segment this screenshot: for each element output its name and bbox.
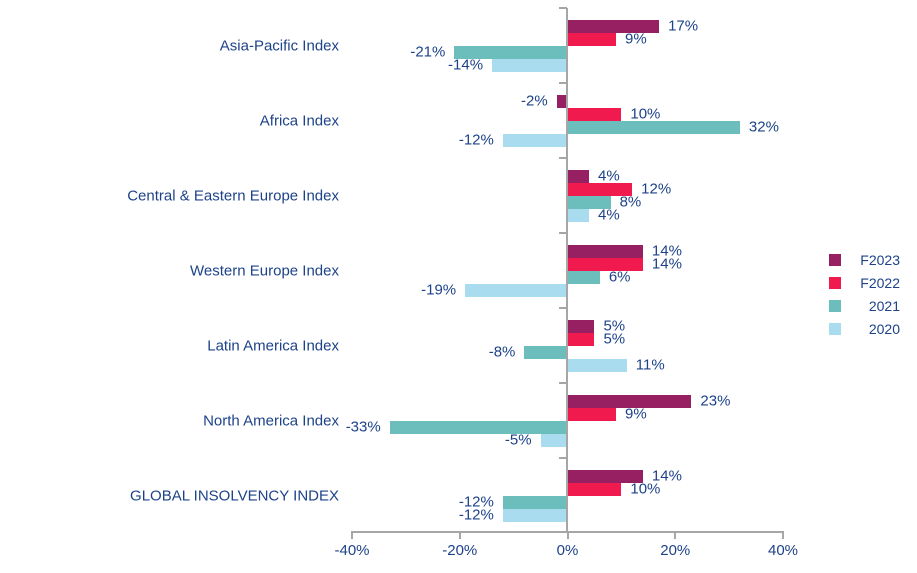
bar-value-label: 12%: [641, 180, 672, 198]
bar-value-label: 6%: [608, 268, 631, 286]
zero-axis-tick: [559, 157, 567, 159]
bar-value-label: 14%: [651, 467, 682, 485]
bar-value-label: -2%: [521, 92, 548, 110]
bar-2021-1: [567, 120, 740, 134]
bar-F2023-4: [567, 319, 595, 333]
category-label: Asia-Pacific Index: [219, 37, 339, 54]
x-axis-tick-label: -20%: [442, 542, 478, 559]
x-axis-tick-label: 0%: [556, 542, 579, 559]
bar-2021-2: [567, 195, 611, 209]
legend-item-2020: 2020: [829, 317, 900, 340]
legend-label: 2020: [868, 320, 900, 337]
bar-value-label: 10%: [630, 480, 661, 498]
bar-value-label: 10%: [630, 105, 661, 123]
bar-value-label: 23%: [700, 392, 731, 410]
legend-label: F2022: [860, 274, 900, 291]
bar-value-label: 32%: [748, 118, 779, 136]
bar-2020-1: [502, 133, 568, 147]
legend-label: F2023: [860, 251, 900, 268]
bar-2021-5: [389, 420, 568, 434]
bar-2021-4: [524, 345, 568, 359]
bar-2020-3: [465, 283, 568, 297]
bar-F2022-5: [567, 407, 616, 421]
legend-swatch-F2022: [829, 276, 841, 289]
legend-item-2021: 2021: [829, 294, 900, 317]
bar-2020-6: [502, 508, 568, 522]
zero-axis-line: [566, 8, 568, 531]
zero-axis-tick: [559, 382, 567, 384]
bar-value-label: 8%: [619, 193, 642, 211]
bar-value-label: 14%: [651, 255, 682, 273]
zero-axis-tick: [559, 232, 567, 234]
x-axis-tick: [458, 531, 461, 539]
bar-value-label: -12%: [458, 131, 494, 149]
bar-2021-3: [567, 270, 600, 284]
bar-value-label: -19%: [421, 281, 457, 299]
bar-F2022-6: [567, 482, 622, 496]
bar-value-label: 11%: [635, 356, 665, 374]
bar-F2022-1: [567, 107, 622, 121]
x-axis-tick: [674, 531, 677, 539]
x-axis-tick-label: -40%: [334, 542, 370, 559]
bar-value-label: -21%: [410, 43, 446, 61]
bar-value-label: 17%: [668, 17, 699, 35]
legend-label: 2021: [868, 297, 900, 314]
bar-2021-0: [454, 45, 568, 59]
bar-F2022-4: [567, 332, 595, 346]
bar-2021-6: [502, 495, 568, 509]
category-label: Central & Eastern Europe Index: [127, 187, 339, 204]
category-label: Western Europe Index: [190, 262, 339, 279]
bar-value-label: -14%: [448, 56, 484, 74]
x-axis-tick: [782, 531, 784, 539]
bar-F2023-3: [567, 244, 643, 258]
bar-value-label: 9%: [624, 30, 647, 48]
x-axis-tick-label: 40%: [767, 542, 799, 559]
x-axis-tick-label: 20%: [660, 542, 691, 559]
bar-value-label: -33%: [345, 418, 381, 436]
bar-2020-2: [567, 208, 590, 222]
bar-F2023-6: [567, 469, 643, 483]
bar-value-label: 5%: [603, 317, 626, 335]
category-label: Africa Index: [259, 112, 339, 129]
bar-2020-4: [567, 358, 627, 372]
bar-F2022-3: [567, 257, 643, 271]
legend-swatch-2021: [829, 299, 841, 312]
bar-value-label: 4%: [598, 206, 620, 224]
bar-value-label: 4%: [598, 167, 620, 185]
bar-value-label: -12%: [458, 493, 494, 511]
bar-value-label: 5%: [603, 330, 626, 348]
legend-swatch-2020: [829, 322, 841, 335]
bar-value-label: -5%: [504, 431, 532, 449]
x-axis-tick: [351, 531, 353, 539]
bar-F2022-0: [567, 32, 616, 46]
bar-value-label: -8%: [488, 343, 516, 361]
zero-axis-tick: [559, 82, 567, 84]
zero-axis-tick: [559, 307, 567, 309]
category-label: Latin America Index: [207, 337, 339, 354]
legend: F2023 F2022 2021 2020: [829, 248, 900, 340]
bar-value-label: 14%: [651, 242, 682, 260]
bar-F2023-2: [567, 169, 590, 183]
zero-axis-tick: [559, 7, 567, 9]
legend-swatch-F2023: [829, 253, 841, 266]
bar-F2023-0: [567, 19, 660, 33]
bar-F2023-1: [556, 94, 568, 108]
bar-F2022-2: [567, 182, 633, 196]
bar-2020-0: [492, 58, 568, 72]
bar-value-label: -12%: [458, 506, 494, 524]
legend-item-F2023: F2023: [829, 248, 900, 271]
category-label: GLOBAL INSOLVENCY INDEX: [130, 487, 339, 504]
x-axis-tick: [566, 531, 569, 539]
zero-axis-tick: [559, 457, 567, 459]
bar-2020-5: [540, 433, 568, 447]
category-label: North America Index: [203, 412, 339, 429]
bar-F2023-5: [567, 394, 692, 408]
bar-value-label: 9%: [624, 405, 647, 423]
legend-item-F2022: F2022: [829, 271, 900, 294]
